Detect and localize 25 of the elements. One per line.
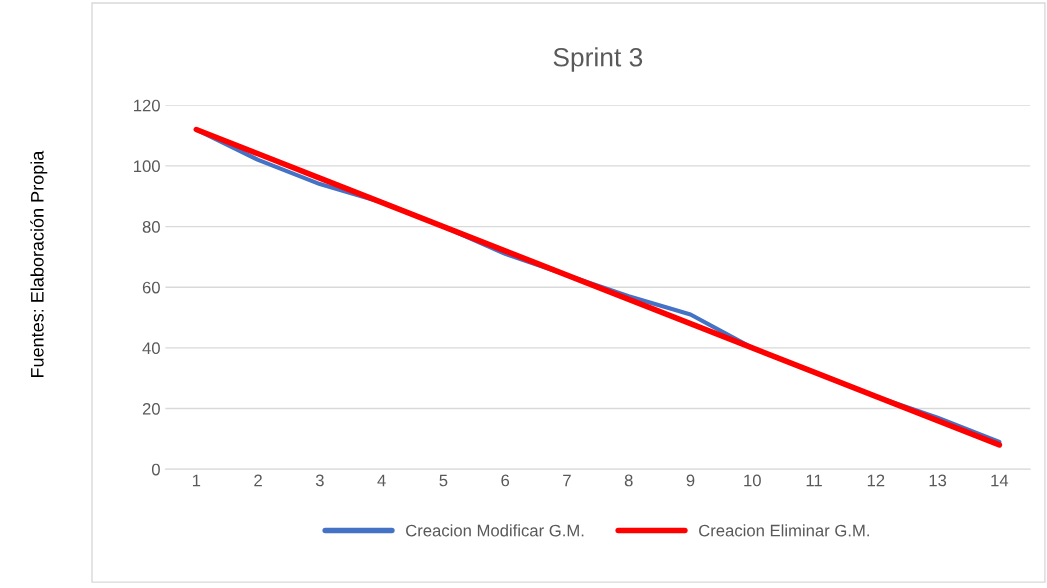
y-tick-label: 80 xyxy=(142,220,160,233)
y-tick-label: 120 xyxy=(134,99,160,112)
y-tick-label: 20 xyxy=(142,402,160,415)
x-tick-label: 7 xyxy=(563,474,571,487)
y-tick-label: 100 xyxy=(134,160,160,173)
x-tick-label: 1 xyxy=(192,474,201,487)
y-tick-label: 40 xyxy=(142,342,160,355)
x-tick-label: 5 xyxy=(439,474,448,487)
x-tick-label: 4 xyxy=(377,474,386,487)
x-tick-label: 8 xyxy=(624,474,633,487)
y-tick-label: 60 xyxy=(142,281,160,294)
x-tick-label: 12 xyxy=(867,474,885,487)
x-tick-label: 6 xyxy=(501,474,510,487)
x-tick-label: 14 xyxy=(991,474,1009,487)
y-tick-label: 0 xyxy=(151,463,160,476)
x-tick-label: 3 xyxy=(315,474,324,487)
legend-label: Creacion Modificar G.M. xyxy=(406,524,584,537)
x-tick-label: 9 xyxy=(686,474,695,487)
x-tick-label: 10 xyxy=(744,474,761,487)
x-tick-label: 2 xyxy=(254,474,262,487)
legend-label: Creacion Eliminar G.M. xyxy=(699,524,869,537)
x-tick-label: 13 xyxy=(929,474,947,487)
x-tick-label: 11 xyxy=(806,474,822,487)
source-note: Fuentes: Elaboración Propia xyxy=(30,150,48,378)
chart-title: Sprint 3 xyxy=(553,47,643,72)
